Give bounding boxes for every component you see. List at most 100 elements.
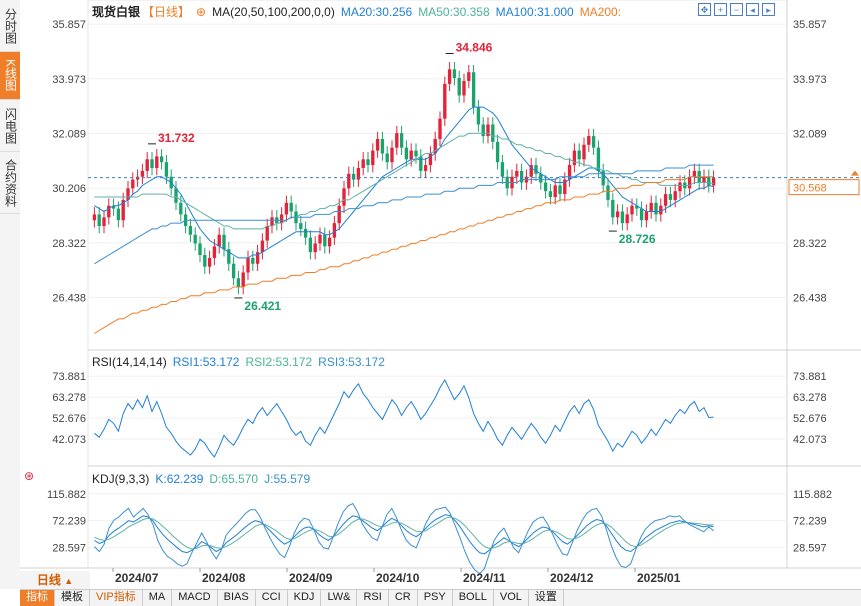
candle-body (284, 202, 289, 215)
tab-bias[interactable]: BIAS (218, 590, 256, 606)
tab-kline-label: K线图 (3, 59, 18, 92)
candle-body (687, 176, 692, 189)
scroll-right-icon[interactable]: ▸ (762, 3, 775, 16)
x-tick-label: 2024/10 (376, 571, 420, 585)
candle-body (97, 214, 101, 227)
candle-body (428, 153, 433, 166)
candle-body (227, 249, 231, 264)
zoom-in-icon[interactable]: + (714, 3, 727, 16)
candle-body (111, 205, 116, 209)
candle-body (644, 211, 649, 221)
scroll-left-icon[interactable]: ◂ (746, 3, 759, 16)
candle-body (126, 188, 130, 200)
candle-body (591, 136, 596, 148)
candle-body (678, 182, 682, 192)
k-value: K:62.239 (155, 472, 204, 486)
candle-body (567, 165, 572, 180)
tab-psy[interactable]: PSY (418, 590, 453, 606)
target-icon[interactable]: ⊛ (24, 469, 35, 483)
current-price-tag (788, 179, 860, 196)
candle-body (649, 202, 653, 212)
ma100-value: MA100:31.000 (495, 5, 574, 19)
candle-body (519, 170, 524, 183)
tab-settings[interactable]: 设置 (529, 590, 564, 606)
candle-body (534, 165, 538, 174)
candle-body (164, 162, 169, 177)
candle-body (135, 176, 140, 180)
candle-body (303, 228, 308, 238)
y-tick-label-right: 26.438 (793, 292, 827, 304)
tab-vol[interactable]: VOL (494, 590, 529, 606)
period-selector[interactable]: 日线 ▲ (20, 571, 90, 589)
tab-indicators[interactable]: 指标 (20, 590, 55, 606)
fullscreen-icon[interactable]: ✥ (698, 3, 711, 16)
rsi1-value: RSI1:53.172 (172, 355, 240, 369)
y-tick-label-left: 42.073 (52, 434, 86, 446)
y-tick-label-left: 73.881 (52, 371, 86, 383)
candle-body (601, 170, 605, 186)
chart-canvas[interactable]: 35.857 35.857 33.973 33.973 32.089 32.089 30.2… (0, 0, 861, 589)
candle-body (270, 217, 274, 227)
ma-line-ma200 (94, 176, 714, 334)
candle-body (635, 205, 639, 209)
candle-body (107, 205, 111, 218)
main-panel: 35.857 35.857 33.973 33.973 32.089 32.089 30.2… (52, 19, 861, 334)
sidebar-filler (0, 214, 20, 589)
rsi-title[interactable]: RSI(14,14,14) (92, 355, 167, 369)
candle-body (615, 211, 620, 218)
candle-body (399, 133, 404, 148)
tab-ma[interactable]: MA (143, 590, 173, 606)
candle-body (395, 133, 399, 148)
tab-contract-info[interactable]: 合约资料 (0, 152, 20, 214)
rsi3-value: RSI3:53.172 (318, 355, 385, 369)
candle-body (236, 278, 241, 287)
x-tick-label: 2024/08 (202, 571, 246, 585)
y-tick-label-left: 32.089 (52, 128, 86, 140)
candle-body (563, 179, 567, 195)
tab-kdj[interactable]: KDJ (288, 590, 322, 606)
candle-body (587, 136, 591, 145)
ma-line-ma50 (94, 132, 714, 230)
indicator-tabbar: 指标 模板 VIP指标 MA MACD BIAS CCI KDJ LW& RSI… (20, 589, 861, 606)
y-tick-label-right: 73.881 (793, 371, 827, 383)
y-tick-label-left: 28.322 (52, 238, 86, 250)
candle-body (481, 124, 485, 137)
tab-cci[interactable]: CCI (256, 590, 288, 606)
ma20-value: MA20:30.256 (340, 5, 413, 19)
tab-templates[interactable]: 模板 (55, 590, 90, 606)
kdj-title[interactable]: KDJ(9,3,3) (92, 472, 150, 486)
kdj-line-j (94, 502, 714, 575)
candle-body (630, 205, 634, 215)
tab-cr[interactable]: CR (389, 590, 418, 606)
rsi2-value: RSI2:53.172 (245, 355, 313, 369)
candle-body (212, 246, 217, 258)
ma-params[interactable]: MA(20,50,100,200,0,0) (212, 5, 335, 19)
tab-boll[interactable]: BOLL (453, 590, 494, 606)
candle-body (447, 69, 452, 84)
tab-flash[interactable]: 闪电图 (0, 100, 20, 152)
candle-body (438, 118, 442, 139)
toolbar: ✥ + − ◂ ▸ (698, 3, 775, 16)
candle-body (155, 156, 159, 168)
tab-rsi[interactable]: RSI (357, 590, 389, 606)
tab-lw[interactable]: LW& (321, 590, 358, 606)
candle-body (606, 185, 610, 200)
candle-body (433, 138, 437, 154)
candle-body (414, 150, 418, 157)
tab-timeshare[interactable]: 分时图 (0, 0, 20, 52)
y-tick-label-right: 28.597 (793, 542, 827, 554)
candle-body (332, 223, 337, 238)
zoom-out-icon[interactable]: − (730, 3, 743, 16)
tab-kline[interactable]: K线图 (0, 52, 20, 100)
candle-body (500, 162, 505, 177)
candle-body (625, 214, 629, 224)
y-tick-label-right: 35.857 (793, 19, 827, 31)
y-tick-label-right: 52.676 (793, 413, 827, 425)
candle-body (150, 159, 154, 168)
tab-vip-indicators[interactable]: VIP指标 (90, 590, 143, 606)
candle-body (323, 234, 327, 247)
settings-icon[interactable]: ⊕ (196, 5, 207, 19)
candle-body (121, 199, 125, 221)
candle-body (140, 170, 145, 177)
tab-macd[interactable]: MACD (172, 590, 218, 606)
